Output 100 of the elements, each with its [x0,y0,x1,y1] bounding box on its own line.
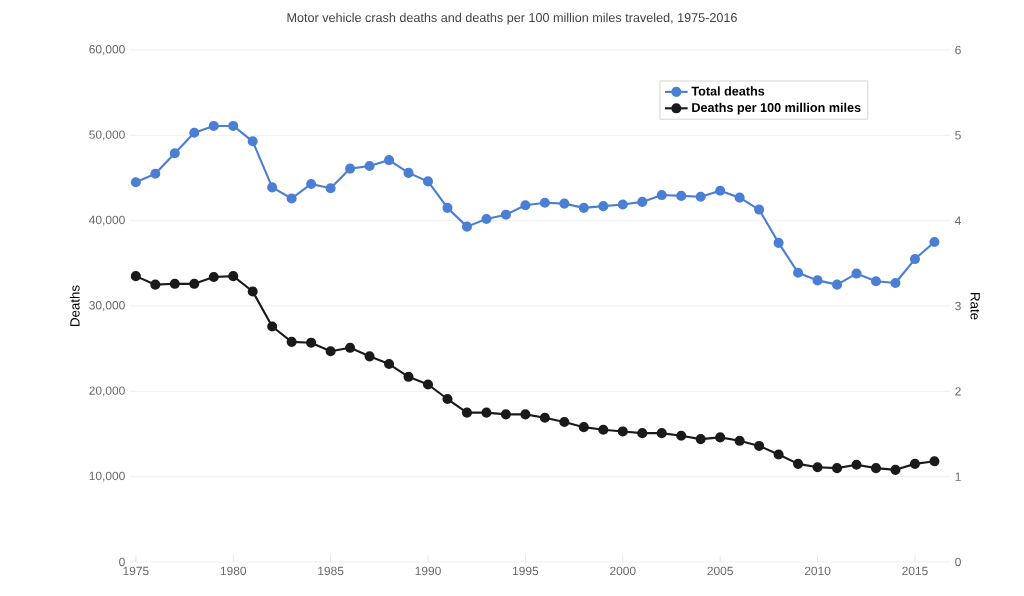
y2-tick-label: 1 [955,472,961,481]
legend-label: Total deaths [691,86,765,96]
point [851,268,862,279]
point [754,204,765,215]
point [539,412,550,423]
point [909,458,920,469]
point [773,449,784,460]
point [598,424,609,435]
point [384,358,395,370]
point [715,432,726,443]
point [286,193,297,204]
y2-tick-label: 4 [954,216,961,225]
point [500,209,511,220]
point [403,167,414,178]
point [812,275,823,286]
y2-tick-label: 3 [955,301,961,311]
point [384,155,395,166]
point [929,456,940,467]
x-tick-label: 2000 [610,566,636,576]
point [812,462,823,473]
point [676,190,687,201]
point [364,351,375,362]
point [228,120,239,131]
x-tick-label: 1975 [123,566,149,576]
point [831,279,843,290]
point [442,202,453,213]
point [890,277,901,289]
point [500,409,511,420]
point [150,168,161,179]
y-tick-label: 10,000 [89,471,125,482]
y2-tick-label: 6 [955,45,961,55]
point [130,271,141,282]
point [559,198,570,209]
point [559,417,570,428]
point [150,279,161,290]
y-tick-label: 20,000 [89,386,125,397]
y2-axis-title: Rate [970,293,980,320]
x-tick-label: 2015 [902,566,928,576]
point [909,254,920,265]
point [637,428,648,439]
point [442,393,453,405]
point [929,236,940,248]
point [345,163,356,174]
y-tick-label: 30,000 [89,301,125,311]
point [793,267,804,278]
x-tick-label: 2010 [804,566,831,576]
point [754,440,765,451]
legend-label: Deaths per 100 million miles [692,102,861,115]
y-axis-title: Deaths [69,285,80,326]
x-tick-label: 1985 [318,566,344,576]
point [520,409,531,420]
point [481,213,492,225]
point [637,196,648,207]
point [831,463,843,474]
x-tick-label: 2005 [707,566,733,576]
y2-tick-label: 2 [955,387,961,396]
point [870,276,882,287]
point [345,342,356,353]
point [617,199,628,210]
point [578,422,589,433]
y-tick-label: 40,000 [89,215,125,226]
point [267,182,278,193]
point [267,321,278,332]
point [656,428,667,439]
point [890,464,901,475]
point [481,407,492,418]
point [325,346,336,357]
point [676,430,687,441]
y2-tick-label: 5 [955,131,961,140]
point [715,185,726,196]
x-tick-label: 1980 [220,566,247,576]
point [189,127,200,138]
point [364,160,375,172]
point [208,271,219,283]
point [247,136,258,147]
y-tick-label: 0 [119,557,125,567]
point [695,434,706,445]
point [169,278,180,289]
y2-tick-label: 0 [955,557,961,567]
point [208,120,219,131]
point [734,192,745,203]
point [598,201,609,212]
point [851,459,862,470]
point [461,221,473,232]
point [520,200,531,211]
point [870,463,882,474]
point [169,148,180,159]
point [734,435,745,446]
point [578,202,589,213]
point [656,190,667,201]
point [130,177,141,188]
x-tick-label: 1995 [513,566,539,576]
point [461,407,473,418]
point [403,371,414,382]
point [228,271,239,282]
point [695,191,706,202]
point [422,379,434,390]
point [422,176,434,187]
y-tick-label: 60,000 [89,45,125,55]
y-tick-label: 50,000 [89,130,125,141]
